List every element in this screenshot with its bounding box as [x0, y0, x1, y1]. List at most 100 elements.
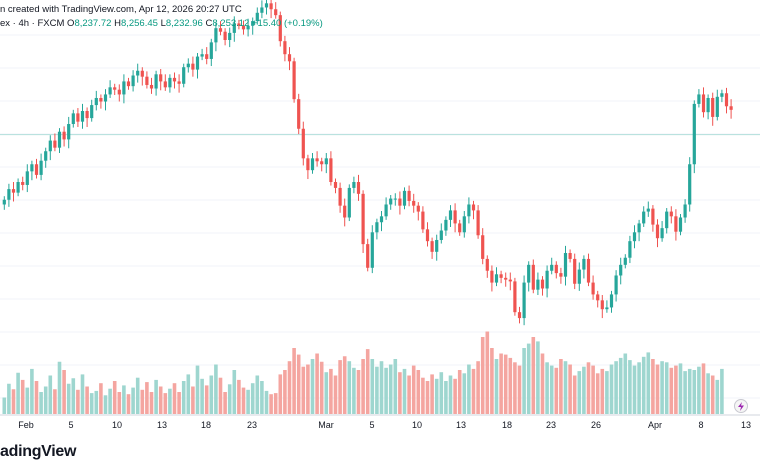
candle-body — [297, 99, 301, 129]
candle-body — [338, 187, 342, 206]
volume-bar — [333, 375, 338, 414]
candle-body — [421, 211, 425, 230]
candle-body — [48, 140, 52, 152]
open-label: O — [67, 18, 75, 29]
candle-body — [568, 253, 572, 259]
candle-body — [264, 3, 269, 8]
candle-body — [623, 257, 627, 265]
volume-bar — [545, 362, 549, 414]
lightning-icon[interactable] — [734, 399, 748, 413]
candle-body — [205, 54, 209, 59]
volume-bar — [117, 392, 122, 414]
volume-bar — [554, 367, 559, 414]
x-tick-label: Apr — [648, 420, 662, 430]
volume-bar — [361, 359, 365, 414]
candle-body — [103, 94, 108, 102]
candle-body — [117, 89, 121, 95]
candle-body — [90, 105, 94, 119]
candle-body — [563, 253, 568, 277]
volume-bar — [255, 375, 260, 414]
volume-bar — [16, 372, 20, 414]
volume-bar — [503, 354, 508, 414]
candle-body — [462, 216, 466, 233]
volume-bar — [260, 381, 264, 414]
volume-bar — [674, 365, 678, 414]
candle-body — [228, 32, 232, 40]
volume-bar — [296, 354, 301, 414]
candle-body — [540, 279, 545, 289]
candle-body — [172, 77, 177, 82]
volume-bar — [614, 361, 618, 414]
close-label: C — [205, 18, 213, 29]
candle-body — [729, 106, 733, 110]
candle-body — [278, 15, 282, 42]
volume-bar — [605, 371, 609, 414]
candle-body — [301, 128, 305, 159]
candle-body — [389, 198, 393, 205]
volume-bar — [480, 337, 485, 414]
candle-body — [522, 282, 526, 319]
volume-bar — [39, 392, 43, 414]
candle-body — [356, 182, 361, 194]
candle-body — [136, 70, 140, 76]
candle-body — [559, 273, 563, 277]
candle-body — [412, 200, 416, 206]
volume-bar — [209, 375, 214, 414]
candle-body — [182, 67, 186, 84]
volume-bar — [384, 367, 388, 414]
x-tick-label: 13 — [741, 420, 751, 430]
volume-bar — [269, 394, 273, 414]
candle-body — [191, 63, 195, 70]
volume-bar — [172, 383, 177, 414]
x-tick-label: 13 — [456, 420, 466, 430]
candle-body — [145, 76, 149, 85]
volume-bar — [283, 370, 287, 414]
volume-bar — [329, 368, 333, 414]
volume-bar — [342, 356, 347, 414]
candle-body — [246, 25, 250, 30]
candle-body — [651, 208, 655, 225]
volume-bar — [126, 394, 131, 414]
candle-body — [669, 211, 673, 217]
volume-bar — [20, 379, 25, 414]
change-value: +15.40 (+0.19%) — [251, 18, 323, 29]
candle-body — [458, 223, 462, 233]
candle-body — [554, 264, 558, 274]
candle-body — [660, 228, 664, 239]
volume-bar — [145, 382, 149, 414]
brand-logo[interactable]: adingView — [0, 443, 77, 460]
volume-bar — [218, 377, 223, 414]
volume-bar — [85, 386, 89, 414]
volume-bar — [76, 389, 80, 414]
volume-bar — [664, 362, 669, 414]
candle-body — [186, 63, 190, 68]
candle-body — [605, 307, 609, 310]
volume-bar — [720, 368, 724, 414]
volume-bar — [57, 361, 62, 414]
candle-body — [471, 204, 476, 211]
symbol-label[interactable]: ex · 4h · FXCM — [0, 18, 65, 29]
candle-body — [425, 229, 430, 242]
candle-body — [44, 151, 48, 161]
candle-body — [195, 56, 200, 70]
volume-bar — [660, 361, 664, 414]
volume-bar — [572, 375, 577, 414]
candle-body — [439, 230, 443, 240]
volume-bar — [62, 370, 66, 414]
volume-bar — [338, 360, 342, 414]
volume-bar — [559, 359, 563, 414]
candle-body — [467, 204, 471, 217]
candle-body — [628, 241, 632, 258]
volume-bar — [600, 368, 605, 414]
candle-body — [545, 270, 549, 289]
low-label: L — [160, 18, 166, 29]
volume-bar — [701, 363, 706, 414]
candle-body — [76, 113, 80, 122]
candle-body — [697, 94, 701, 104]
candle-body — [113, 87, 117, 90]
candle-body — [573, 258, 577, 284]
volume-bar — [292, 348, 296, 414]
candle-body — [163, 81, 167, 88]
